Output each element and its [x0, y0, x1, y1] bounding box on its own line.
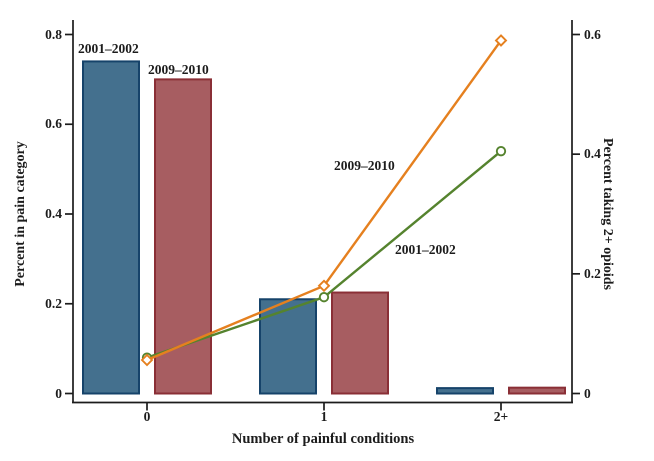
bar-2001–2002-x1	[259, 298, 317, 395]
bar-2009–2010-x0	[154, 78, 212, 395]
right-axis-tick-label: 0	[584, 385, 591, 401]
annotation-line-2009-2010: 2009–2010	[334, 158, 395, 173]
bar-2009–2010-x1	[331, 291, 389, 395]
right-axis-tick-label: 0.4	[584, 146, 601, 162]
left-axis-title: Percent in pain category	[13, 141, 28, 287]
right-axis-tick-label: 0.2	[584, 265, 601, 281]
x-axis-tick-label: 1	[320, 408, 328, 424]
right-axis-tick-label: 0.6	[584, 26, 601, 42]
bar-2001–2002-x2+	[436, 387, 494, 395]
left-axis-tick-label: 0.4	[45, 206, 62, 221]
left-axis-tick-label: 0.8	[45, 26, 62, 42]
right-axis-title: Percent taking 2+ opioids	[600, 137, 615, 291]
annotation-line-2001-2002: 2001–2002	[395, 242, 456, 257]
x-axis-title: Number of painful conditions	[231, 431, 415, 447]
marker-diamond-2009–2010-x0	[140, 353, 154, 367]
bar-2001–2002-x0	[82, 60, 140, 395]
marker-diamond-2009–2010-x2+	[494, 34, 508, 47]
left-axis-tick-label: 0.6	[45, 116, 62, 132]
bar-2009–2010-x2+	[508, 386, 566, 395]
marker-circle-2001–2002-x2+	[495, 146, 507, 157]
x-axis-tick-label: 0	[143, 408, 151, 424]
x-axis-tick-label: 2+	[493, 408, 509, 424]
left-axis-tick-label: 0.2	[45, 295, 62, 311]
marker-diamond-2009–2010-x1	[317, 279, 331, 293]
marker-circle-2001–2002-x1	[318, 292, 330, 303]
left-axis-tick-label: 0	[55, 385, 62, 401]
annotation-bar-2009-2010: 2009–2010	[148, 62, 209, 77]
annotation-bar-2001-2002: 2001–2002	[78, 41, 139, 56]
